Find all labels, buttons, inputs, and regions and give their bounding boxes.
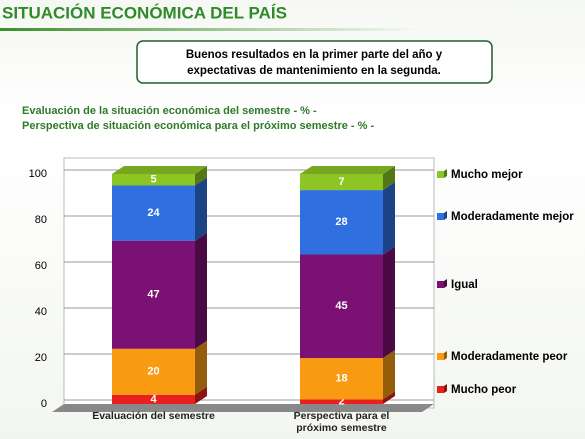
chart-subtitle: Perspectiva de situación económica para … <box>22 120 374 132</box>
legend-swatch <box>437 213 444 220</box>
bar-segment <box>300 174 383 191</box>
x-tick-label: Perspectiva para el próximo semestre <box>293 410 390 434</box>
bar-side <box>195 386 207 404</box>
bar-segment <box>300 190 383 255</box>
legend-label: Mucho peor <box>451 384 517 396</box>
legend-swatch-side <box>444 169 447 178</box>
bar-top <box>300 166 395 174</box>
value-label: 24 <box>147 207 160 219</box>
y-tick-label: 100 <box>29 168 47 180</box>
slide-title: SITUACIÓN ECONÓMICA DEL PAÍS <box>2 3 287 22</box>
bar-side <box>383 391 395 404</box>
bar-segment <box>300 358 383 400</box>
bar-side <box>383 182 395 255</box>
bar-side <box>383 350 395 400</box>
y-tick-label: 80 <box>35 214 47 226</box>
value-label: 2 <box>338 396 344 408</box>
legend-swatch <box>437 353 444 360</box>
bar-side <box>195 232 207 349</box>
legend-label: Mucho mejor <box>451 169 523 181</box>
bar-segment <box>112 348 195 395</box>
bar-segment <box>112 240 195 349</box>
legend-label: Moderadamente peor <box>451 351 568 363</box>
bar-top <box>112 166 207 174</box>
bar-segment <box>300 399 383 404</box>
callout-line: expectativas de mantenimiento en la segu… <box>187 65 441 77</box>
floor <box>52 404 434 412</box>
callout-line: Buenos resultados en la primer parte del… <box>186 49 443 61</box>
value-label: 4 <box>150 393 157 405</box>
callout-box <box>136 40 493 84</box>
chart-subtitle: Evaluación de la situación económica del… <box>22 105 317 117</box>
legend-swatch-side <box>444 384 447 393</box>
y-tick-label: 40 <box>35 306 47 318</box>
legend-swatch <box>437 171 444 178</box>
value-label: 45 <box>335 300 347 312</box>
bar-segment <box>112 174 195 186</box>
legend-label: Igual <box>451 279 478 291</box>
legend-swatch-side <box>444 211 447 220</box>
bar-segment <box>112 394 195 404</box>
y-tick-label: 20 <box>35 352 47 364</box>
x-tick-label: Evaluación del semestre <box>92 410 215 422</box>
bar-side <box>383 166 395 191</box>
bar-side <box>383 246 395 358</box>
legend-swatch <box>437 386 444 393</box>
legend-swatch <box>437 281 444 288</box>
value-label: 47 <box>147 289 159 301</box>
legend-label: Moderadamente mejor <box>451 211 574 223</box>
legend-swatch-side <box>444 279 447 288</box>
bar-side <box>195 166 207 186</box>
bar-segment <box>112 185 195 241</box>
value-label: 7 <box>338 176 344 188</box>
value-label: 5 <box>150 174 156 186</box>
bar-side <box>195 340 207 395</box>
title-rule <box>0 28 420 31</box>
bar-side <box>195 177 207 241</box>
value-label: 18 <box>335 373 347 385</box>
y-tick-label: 0 <box>41 398 47 410</box>
bar-segment <box>300 254 383 358</box>
value-label: 28 <box>335 216 347 228</box>
y-tick-label: 60 <box>35 260 47 272</box>
value-label: 20 <box>147 366 159 378</box>
legend-swatch-side <box>444 351 447 360</box>
